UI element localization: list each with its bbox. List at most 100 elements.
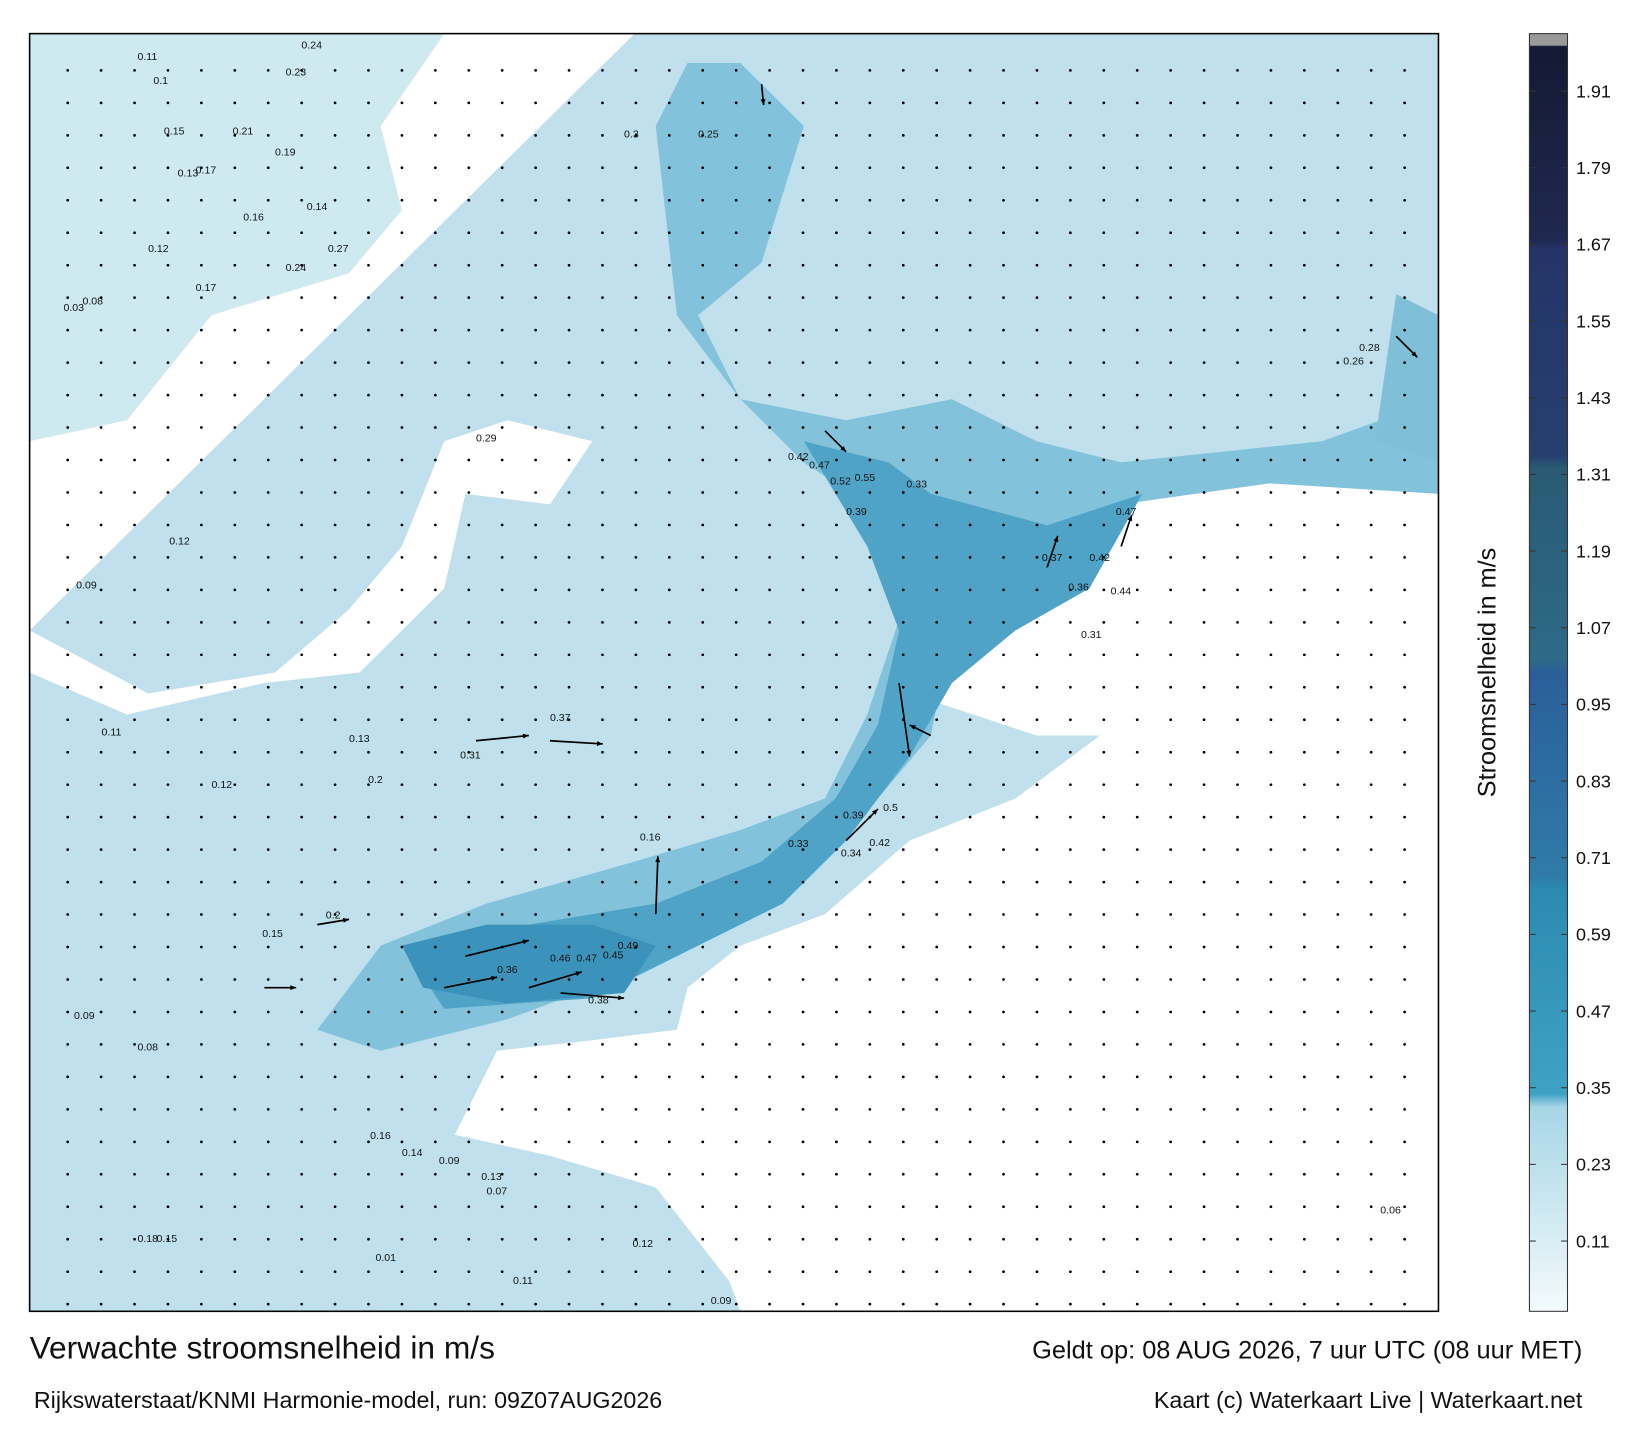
grid-dot: [901, 620, 905, 624]
grid-dot: [768, 978, 771, 981]
speed-label: 0.16: [243, 212, 264, 224]
grid-dot: [1135, 1010, 1139, 1014]
grid-dot: [1002, 426, 1005, 429]
grid-dot: [1002, 556, 1005, 559]
grid-dot: [1336, 426, 1340, 429]
grid-dot: [701, 101, 705, 105]
grid-dot: [200, 1270, 203, 1274]
grid-dot: [801, 263, 805, 267]
grid-dot: [1302, 491, 1306, 494]
grid-dot: [233, 945, 237, 949]
grid-dot: [734, 945, 738, 949]
grid-dot: [1236, 588, 1239, 592]
grid-dot: [1236, 263, 1239, 267]
grid-dot: [266, 101, 270, 105]
grid-dot: [166, 361, 170, 364]
grid-dot: [1269, 361, 1273, 364]
grid-dot: [968, 848, 972, 851]
grid-dot: [333, 1270, 337, 1274]
grid-dot: [1269, 328, 1273, 332]
arrow-head: [906, 750, 912, 757]
speed-label: 0.11: [513, 1275, 533, 1287]
grid-dot: [1302, 328, 1306, 332]
grid-dot: [968, 1302, 972, 1306]
grid-dot: [367, 588, 370, 592]
grid-dot: [233, 815, 237, 819]
grid-dot: [1302, 588, 1306, 592]
grid-dot: [1236, 1270, 1239, 1274]
grid-dot: [500, 783, 504, 787]
grid-dot: [266, 133, 270, 137]
grid-dot: [133, 491, 136, 494]
speed-label: 0.42: [1089, 552, 1110, 564]
grid-dot: [1102, 1270, 1106, 1274]
grid-dot: [1202, 556, 1206, 559]
grid-dot: [901, 978, 905, 981]
grid-dot: [500, 1107, 504, 1111]
colorbar-tick-label: 1.55: [1576, 311, 1611, 331]
grid-dot: [1102, 328, 1106, 332]
grid-dot: [1002, 913, 1005, 916]
grid-dot: [166, 393, 170, 397]
grid-dot: [601, 101, 604, 105]
grid-dot: [1236, 231, 1239, 235]
grid-dot: [1369, 588, 1373, 592]
arrow-head: [290, 985, 297, 991]
grid-dot: [601, 361, 604, 364]
grid-dot: [901, 328, 905, 332]
grid-dot: [200, 523, 203, 527]
grid-dot: [467, 750, 471, 754]
grid-dot: [333, 750, 337, 754]
grid-dot: [534, 1205, 537, 1209]
grid-dot: [99, 491, 103, 494]
grid-dot: [1236, 166, 1239, 170]
grid-dot: [935, 458, 939, 462]
grid-dot: [734, 1043, 738, 1046]
grid-dot: [601, 750, 604, 754]
grid-dot: [266, 231, 270, 235]
grid-dot: [801, 198, 805, 202]
grid-dot: [1002, 393, 1005, 397]
grid-dot: [1369, 848, 1373, 851]
grid-dot: [601, 198, 604, 202]
grid-dot: [801, 1237, 805, 1241]
grid-dot: [1202, 133, 1206, 137]
grid-dot: [1169, 880, 1173, 884]
grid-dot: [1336, 978, 1340, 981]
grid-dot: [768, 231, 771, 235]
grid-dot: [1035, 653, 1039, 657]
grid-dot: [567, 783, 571, 787]
grid-dot: [901, 1107, 905, 1111]
grid-dot: [200, 718, 203, 722]
grid-dot: [935, 491, 939, 494]
grid-dot: [968, 361, 972, 364]
grid-dot: [1169, 1237, 1173, 1241]
grid-dot: [66, 556, 70, 559]
grid-dot: [200, 588, 203, 592]
grid-dot: [601, 783, 604, 787]
grid-dot: [333, 198, 337, 202]
grid-dot: [1002, 296, 1005, 300]
grid-dot: [1269, 133, 1273, 137]
grid-dot: [1302, 198, 1306, 202]
grid-dot: [1403, 1270, 1406, 1274]
grid-dot: [99, 1010, 103, 1014]
grid-dot: [166, 1043, 170, 1046]
grid-dot: [1369, 1010, 1373, 1014]
grid-dot: [300, 815, 304, 819]
grid-dot: [667, 685, 671, 689]
grid-dot: [567, 653, 571, 657]
grid-dot: [1202, 1140, 1206, 1144]
grid-dot: [333, 328, 337, 332]
grid-dot: [935, 393, 939, 397]
grid-dot: [968, 1075, 972, 1079]
grid-dot: [835, 620, 838, 624]
grid-dot: [99, 945, 103, 949]
grid-dot: [200, 1205, 203, 1209]
grid-dot: [1169, 620, 1173, 624]
grid-dot: [935, 880, 939, 884]
grid-dot: [1369, 101, 1373, 105]
speed-label: 0.11: [102, 727, 122, 739]
grid-dot: [99, 296, 103, 300]
grid-dot: [1102, 783, 1106, 787]
